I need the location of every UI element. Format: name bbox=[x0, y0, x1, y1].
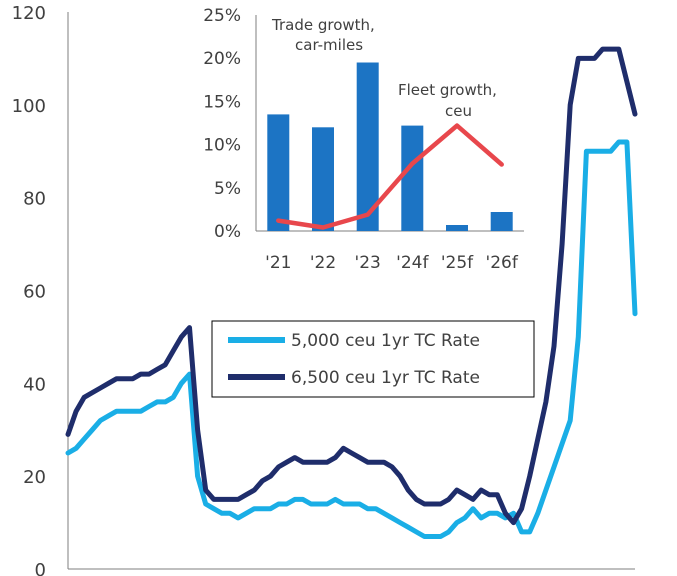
inset-x-tick-label: '25f bbox=[441, 253, 474, 273]
inset-y-tick-label: 25% bbox=[203, 6, 241, 26]
annotation-fleet-line1: Fleet growth, bbox=[398, 81, 497, 99]
main-y-tick-label: 60 bbox=[23, 282, 46, 303]
inset-bar-trade-growth bbox=[312, 127, 334, 231]
inset-bar-trade-growth bbox=[267, 114, 290, 231]
series-line-5000ceu bbox=[65, 139, 638, 539]
main-y-axis-ticks: 0 20 40 60 80 100 120 bbox=[12, 3, 46, 576]
legend: 5,000 ceu 1yr TC Rate 6,500 ceu 1yr TC R… bbox=[211, 320, 535, 398]
inset-x-tick-label: '22 bbox=[310, 253, 336, 273]
legend-box bbox=[211, 320, 535, 398]
legend-label-6500ceu: 6,500 ceu 1yr TC Rate bbox=[291, 368, 480, 388]
legend-label-5000ceu: 5,000 ceu 1yr TC Rate bbox=[291, 331, 480, 351]
inset-y-tick-label: 0% bbox=[214, 222, 241, 242]
inset-x-tick-label: '21 bbox=[265, 253, 291, 273]
annotation-trade-line1: Trade growth, bbox=[271, 16, 375, 34]
inset-y-tick-label: 5% bbox=[214, 179, 241, 199]
inset-bar-trade-growth bbox=[490, 212, 513, 231]
main-y-tick-label: 40 bbox=[23, 374, 46, 395]
inset-x-tick-label: '24f bbox=[396, 253, 429, 273]
inset-fleet-growth-line bbox=[276, 123, 504, 230]
inset-x-axis-labels: '21 '22 '23 '24f '25f '26f bbox=[265, 253, 519, 273]
inset-chart: 0% 5% 10% 15% 20% 25% '21 '22 '23 '24f '25f '26f T… bbox=[203, 6, 540, 273]
main-y-tick-label: 120 bbox=[12, 3, 46, 24]
series-line-6500ceu bbox=[65, 46, 638, 526]
inset-y-tick-label: 10% bbox=[203, 136, 241, 156]
main-y-tick-label: 80 bbox=[23, 189, 46, 210]
inset-bar-trade-growth bbox=[401, 125, 424, 231]
inset-y-axis-ticks: 0% 5% 10% 15% 20% 25% bbox=[203, 6, 241, 242]
annotation-trade-line2: car-miles bbox=[295, 36, 363, 54]
annotation-fleet-line2: ceu bbox=[445, 102, 472, 120]
main-series-lines bbox=[65, 46, 638, 539]
inset-x-tick-label: '23 bbox=[355, 253, 381, 273]
inset-bar-trade-growth bbox=[356, 62, 379, 231]
inset-x-tick-label: '26f bbox=[486, 253, 519, 273]
inset-fleet-line bbox=[276, 123, 504, 230]
inset-bar-trade-growth bbox=[446, 225, 468, 231]
inset-bars bbox=[267, 62, 513, 231]
inset-y-tick-label: 20% bbox=[203, 49, 241, 69]
main-chart: 0 20 40 60 80 100 120 bbox=[12, 3, 638, 576]
main-y-tick-label: 20 bbox=[23, 467, 46, 488]
main-y-tick-label: 100 bbox=[12, 96, 46, 117]
main-y-tick-label: 0 bbox=[35, 560, 46, 576]
inset-y-tick-label: 15% bbox=[203, 92, 241, 112]
